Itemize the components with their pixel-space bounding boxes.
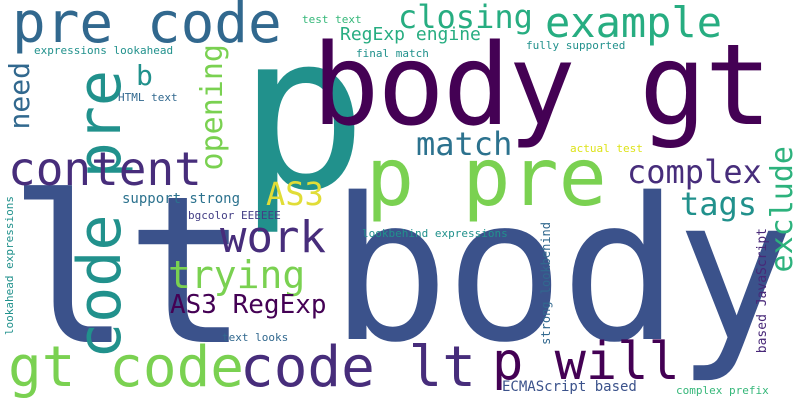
word-based-javascript: based JavaScript	[755, 228, 770, 354]
word-strong-lookbehind: strong lookbehind	[539, 222, 553, 345]
word-complex-prefix: complex prefix	[676, 384, 769, 397]
word-opening: opening	[195, 44, 230, 171]
word-body: body	[330, 155, 795, 386]
word-need: need	[3, 62, 36, 130]
word-expressions-lookahead: expressions lookahead	[34, 44, 174, 57]
word-p-pre: p pre	[366, 131, 607, 224]
word-lookbehind-expressions: lookbehind expressions	[362, 227, 508, 240]
word-bgcolor-eeeeee: bgcolor EEEEEE	[188, 209, 281, 222]
word-complex: complex	[627, 153, 762, 191]
word-ecmascript-based: ECMAScript based	[502, 379, 637, 395]
word-final-match: final match	[356, 47, 429, 60]
word-body-gt: body gt	[312, 21, 772, 151]
word-html-text: HTML text	[118, 91, 178, 104]
word-regexp-engine: RegExp engine	[340, 24, 481, 45]
word-fully-supported: fully supported	[526, 39, 626, 52]
word-trying: trying	[168, 253, 306, 297]
word-actual-test: actual test	[570, 142, 643, 155]
word-pre-code: pre code	[12, 0, 282, 56]
word-text-looks: text looks	[222, 331, 289, 344]
word-gt-code: gt code	[8, 335, 245, 400]
word-match: match	[416, 125, 513, 163]
word-work: work	[220, 212, 326, 263]
word-tags: tags	[680, 185, 758, 223]
word-p-will: p will	[492, 332, 680, 392]
word-p: p	[238, 0, 368, 238]
word-support-strong: support strong	[122, 191, 241, 207]
word-closing: closing	[398, 0, 533, 36]
word-lookahead-expressions: lookahead expressions	[3, 196, 16, 336]
word-code-lt: code lt	[240, 335, 477, 400]
word-code-pre: code pre	[65, 70, 135, 359]
word-as3-regexp: AS3 RegExp	[170, 290, 327, 320]
word-exclude: exclude	[765, 146, 800, 273]
word-example: example	[545, 0, 723, 47]
word-as3: AS3	[266, 175, 324, 213]
word-content: content	[8, 142, 202, 196]
word-lt: lt	[8, 153, 249, 391]
word-b: b	[136, 59, 153, 92]
word-test-text: test text	[302, 13, 362, 26]
